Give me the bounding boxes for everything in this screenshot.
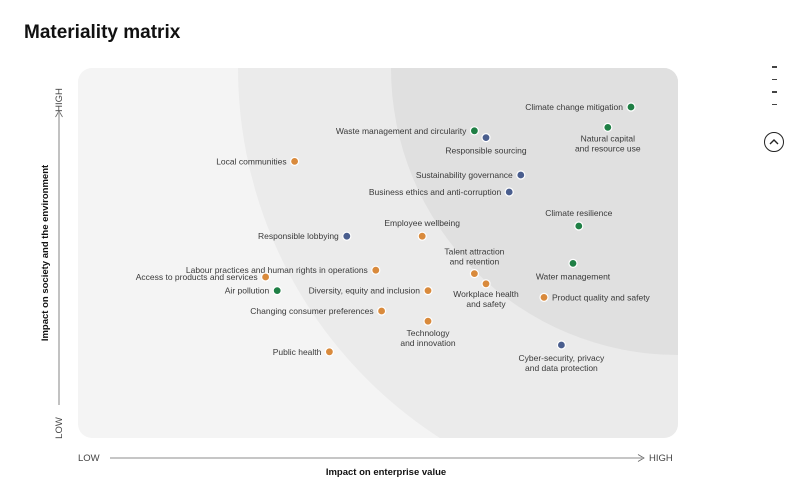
data-point-label: Diversity, equity and inclusion xyxy=(309,286,421,296)
data-point[interactable]: Talent attraction and retention xyxy=(444,247,505,279)
data-point-marker[interactable] xyxy=(377,306,387,316)
data-point-label: Labour practices and human rights in ope… xyxy=(186,265,368,275)
data-point-marker[interactable] xyxy=(261,272,271,282)
data-point-label: Business ethics and anti-corruption xyxy=(369,187,502,197)
materiality-band-high xyxy=(391,68,678,355)
data-point-label: Local communities xyxy=(216,156,286,166)
chevron-up-icon xyxy=(769,139,779,145)
data-point-label: Waste management and circularity xyxy=(336,126,467,136)
x-axis-high-label: HIGH xyxy=(649,453,673,464)
data-points: Climate change mitigation Waste managemen… xyxy=(136,102,651,373)
x-axis-arrow-icon xyxy=(637,454,645,462)
data-point-marker[interactable] xyxy=(469,126,479,136)
section-nav-tick-1[interactable] xyxy=(772,66,777,68)
x-axis-title: Impact on enterprise value xyxy=(326,467,446,478)
data-point-label: Climate change mitigation xyxy=(525,102,623,112)
data-point[interactable]: Business ethics and anti-corruption xyxy=(369,187,514,197)
data-point[interactable]: Public health xyxy=(273,347,334,357)
data-point-marker[interactable] xyxy=(324,347,334,357)
page-title: Materiality matrix xyxy=(24,22,181,43)
data-point-marker[interactable] xyxy=(481,279,491,289)
data-point-marker[interactable] xyxy=(290,156,300,166)
data-point[interactable]: Changing consumer preferences xyxy=(250,306,387,316)
data-point[interactable]: Natural capital and resource use xyxy=(575,122,641,153)
data-point[interactable]: Responsible lobbying xyxy=(258,231,352,241)
data-point[interactable]: Air pollution xyxy=(225,286,282,296)
data-point-marker[interactable] xyxy=(574,221,584,231)
data-point-label: Air pollution xyxy=(225,286,270,296)
data-point-marker[interactable] xyxy=(469,269,479,279)
data-point-label: Natural capital and resource use xyxy=(575,133,641,153)
data-point-label: Technology and innovation xyxy=(400,328,456,348)
data-point[interactable]: Technology and innovation xyxy=(400,316,456,348)
data-point[interactable]: Responsible sourcing xyxy=(445,133,527,156)
data-point-marker[interactable] xyxy=(342,231,352,241)
section-nav-tick-3[interactable] xyxy=(772,91,777,93)
y-axis-low-label: LOW xyxy=(54,417,65,439)
data-point-label: Employee wellbeing xyxy=(384,218,460,228)
data-point[interactable]: Access to products and services xyxy=(136,272,271,282)
data-point-label: Sustainability governance xyxy=(416,170,513,180)
data-point-marker[interactable] xyxy=(516,170,526,180)
data-point-label: Product quality and safety xyxy=(552,292,651,302)
data-point-label: Responsible lobbying xyxy=(258,231,339,241)
data-point[interactable]: Product quality and safety xyxy=(539,292,651,302)
materiality-band-medium xyxy=(238,68,678,438)
data-point-label: Changing consumer preferences xyxy=(250,306,373,316)
data-point[interactable]: Local communities xyxy=(216,156,300,166)
data-point-marker[interactable] xyxy=(504,187,514,197)
y-axis-title: Impact on society and the environment xyxy=(40,164,51,341)
data-point-marker[interactable] xyxy=(371,265,381,275)
data-point-label: Talent attraction and retention xyxy=(444,247,504,267)
data-point[interactable]: Climate resilience xyxy=(545,208,613,231)
data-point-marker[interactable] xyxy=(603,122,613,133)
data-point-label: Access to products and services xyxy=(136,272,258,282)
data-point[interactable]: Water management xyxy=(536,258,611,281)
data-point[interactable]: Employee wellbeing xyxy=(384,218,460,241)
data-point-label: Public health xyxy=(273,347,322,357)
data-point-label: Climate resilience xyxy=(545,208,612,218)
data-point-marker[interactable] xyxy=(481,133,491,143)
data-point-marker[interactable] xyxy=(626,102,636,112)
data-point[interactable]: Diversity, equity and inclusion xyxy=(309,286,433,296)
data-point-label: Responsible sourcing xyxy=(445,146,527,156)
y-axis-high-label: HIGH xyxy=(54,88,65,112)
data-point-marker[interactable] xyxy=(272,286,282,296)
data-point-marker[interactable] xyxy=(417,231,427,241)
data-point[interactable]: Waste management and circularity xyxy=(336,126,479,136)
data-point[interactable]: Workplace health and safety xyxy=(453,279,519,309)
section-nav-tick-2[interactable] xyxy=(772,78,777,80)
x-axis-low-label: LOW xyxy=(78,453,100,464)
section-nav-tick-4[interactable] xyxy=(772,103,777,105)
data-point[interactable]: Cyber-security, privacy and data protecti… xyxy=(518,340,605,373)
data-point-marker[interactable] xyxy=(423,316,433,326)
data-point-label: Workplace health and safety xyxy=(453,289,519,309)
data-point-marker[interactable] xyxy=(556,340,567,350)
scroll-up-button[interactable] xyxy=(764,132,784,152)
data-point-label: Cyber-security, privacy and data protecti… xyxy=(518,353,605,373)
data-point-marker[interactable] xyxy=(423,286,433,296)
data-point-marker[interactable] xyxy=(568,258,578,268)
data-point[interactable]: Labour practices and human rights in ope… xyxy=(186,265,381,275)
data-point[interactable]: Sustainability governance xyxy=(416,170,526,180)
data-point-marker[interactable] xyxy=(539,292,549,302)
y-axis-arrow-icon xyxy=(55,110,63,118)
data-point[interactable]: Climate change mitigation xyxy=(525,102,636,112)
data-point-label: Water management xyxy=(536,271,611,281)
section-nav[interactable] xyxy=(772,66,778,116)
